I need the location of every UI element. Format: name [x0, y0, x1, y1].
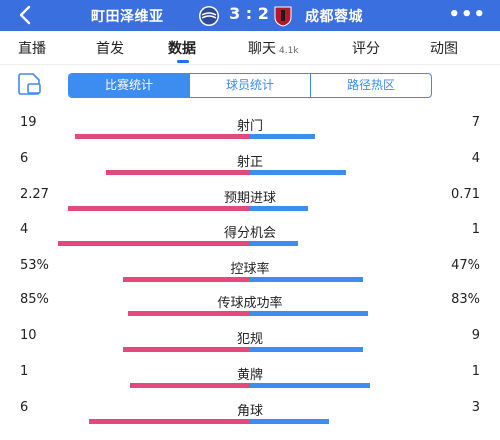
- home-stat-value: 6: [20, 400, 29, 415]
- tab-gifs[interactable]: 动图: [430, 41, 458, 57]
- stat-label: 得分机会: [223, 226, 276, 241]
- away-stat-value: 0.71: [451, 187, 480, 202]
- away-stat-bar: [250, 383, 370, 388]
- away-stat-bar: [250, 419, 329, 424]
- home-stat-bar: [128, 311, 250, 316]
- home-stat-bar: [58, 241, 250, 246]
- segment-match-stats[interactable]: 比赛统计: [69, 74, 189, 97]
- home-stat-value: 4: [20, 222, 29, 237]
- away-stat-value: 83%: [451, 292, 480, 307]
- away-stat-value: 7: [471, 115, 480, 130]
- away-stat-value: 4: [471, 151, 480, 166]
- stat-label: 预期进球: [223, 191, 276, 206]
- home-stat-value: 6: [20, 151, 29, 166]
- active-tab-indicator: [177, 60, 189, 63]
- home-stat-bar: [123, 277, 250, 282]
- away-team-crest-icon: [274, 6, 292, 27]
- home-stat-bar: [75, 134, 250, 139]
- home-stat-bar: [89, 419, 250, 424]
- segment-heatmap[interactable]: 路径热区: [310, 74, 431, 97]
- stat-label: 传球成功率: [217, 296, 283, 311]
- stat-row: 10 犯规 9: [0, 328, 500, 362]
- home-stat-value: 85%: [20, 292, 49, 307]
- chat-count-badge: 4.1k: [279, 46, 299, 56]
- away-stat-bar: [250, 206, 308, 211]
- match-header: 町田泽维亚 3 : 2 成都蓉城 •••: [0, 0, 500, 31]
- stat-row: 19 射门 7: [0, 115, 500, 149]
- home-stat-value: 19: [20, 115, 37, 130]
- away-stat-bar: [250, 277, 363, 282]
- stat-row: 4 得分机会 1: [0, 222, 500, 256]
- home-stat-value: 2.27: [20, 187, 49, 202]
- match-tabs: 直播 首发 数据 聊天 4.1k 评分 动图: [0, 31, 500, 65]
- away-stat-bar: [250, 134, 315, 139]
- tab-lineup[interactable]: 首发: [96, 41, 124, 57]
- stat-label: 射正: [236, 155, 263, 170]
- stat-label: 犯规: [236, 332, 263, 347]
- away-stat-value: 1: [471, 222, 480, 237]
- away-stat-value: 9: [471, 328, 480, 343]
- stat-row: 6 角球 3: [0, 400, 500, 434]
- tab-stats[interactable]: 数据: [168, 41, 196, 57]
- home-stat-bar: [106, 170, 250, 175]
- away-stat-bar: [250, 170, 346, 175]
- stat-row: 2.27 预期进球 0.71: [0, 187, 500, 221]
- away-stat-value: 1: [471, 364, 480, 379]
- home-team-crest-icon: [199, 6, 219, 26]
- tab-ratings[interactable]: 评分: [352, 41, 380, 57]
- segment-player-stats[interactable]: 球员统计: [189, 74, 310, 97]
- home-stat-bar: [68, 206, 250, 211]
- stat-label: 控球率: [230, 262, 270, 277]
- stat-row: 6 射正 4: [0, 151, 500, 185]
- more-options-icon[interactable]: •••: [448, 4, 486, 25]
- stat-row: 85% 传球成功率 83%: [0, 292, 500, 326]
- export-document-icon[interactable]: [17, 72, 45, 96]
- home-stat-bar: [130, 383, 250, 388]
- stat-label: 角球: [236, 404, 263, 419]
- tab-live[interactable]: 直播: [18, 41, 46, 57]
- home-stat-value: 10: [20, 328, 37, 343]
- away-stat-bar: [250, 311, 368, 316]
- stats-view-switch: 比赛统计 球员统计 路径热区: [68, 73, 432, 98]
- back-arrow-icon[interactable]: [14, 3, 38, 27]
- away-stat-value: 3: [471, 400, 480, 415]
- home-stat-value: 53%: [20, 258, 49, 273]
- away-stat-bar: [250, 347, 363, 352]
- home-stat-value: 1: [20, 364, 29, 379]
- stat-label: 黄牌: [236, 368, 263, 383]
- match-score: 3 : 2: [229, 4, 269, 23]
- stat-row: 53% 控球率 47%: [0, 258, 500, 292]
- away-stat-bar: [250, 241, 298, 246]
- home-team-name: 町田泽维亚: [91, 9, 164, 25]
- stat-label: 射门: [236, 119, 263, 134]
- home-stat-bar: [123, 347, 250, 352]
- away-team-name: 成都蓉城: [305, 9, 363, 25]
- away-stat-value: 47%: [451, 258, 480, 273]
- stat-row: 1 黄牌 1: [0, 364, 500, 398]
- tab-chat[interactable]: 聊天 4.1k: [248, 41, 299, 57]
